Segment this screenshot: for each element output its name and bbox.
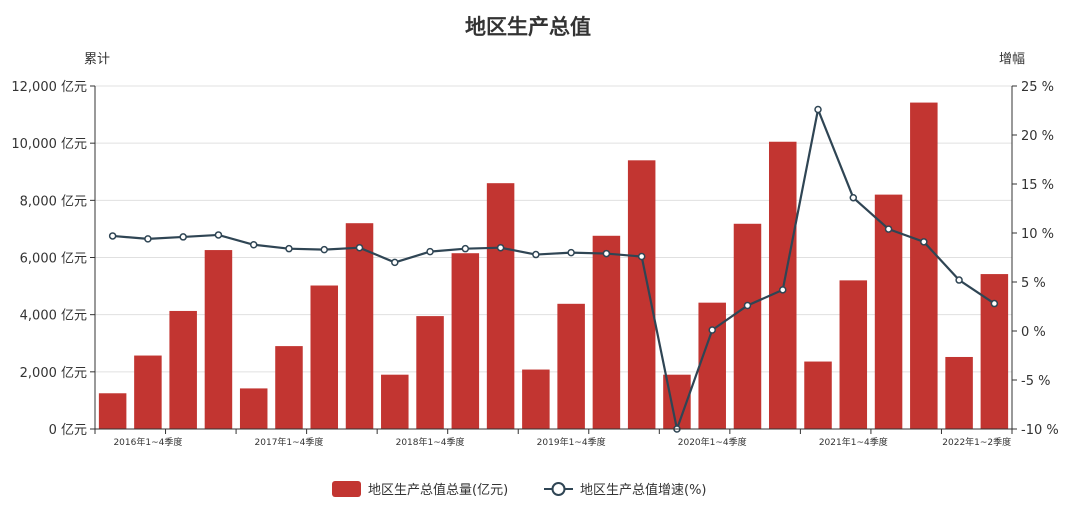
- bar[interactable]: [486, 183, 515, 429]
- bar[interactable]: [239, 388, 268, 429]
- left-tick-label: 12,000 亿元: [11, 80, 87, 95]
- legend-item-line[interactable]: 地区生产总值增速(%): [544, 482, 707, 498]
- left-tick-label: 4,000 亿元: [20, 309, 87, 324]
- right-tick-label: -5 %: [1021, 374, 1050, 389]
- line-point[interactable]: [461, 244, 470, 253]
- line-point[interactable]: [955, 276, 963, 284]
- line-point[interactable]: [814, 105, 822, 114]
- bar[interactable]: [381, 374, 409, 429]
- legend-bar-swatch: [332, 481, 361, 497]
- bar[interactable]: [698, 302, 726, 429]
- right-tick-label: 25 %: [1021, 80, 1054, 95]
- line-point[interactable]: [884, 225, 893, 233]
- x-tick-label: 2022年1~2季度: [942, 436, 1011, 448]
- x-tick-label: 2019年1~4季度: [537, 436, 606, 448]
- line-point[interactable]: [285, 244, 293, 253]
- bar[interactable]: [945, 356, 973, 429]
- line-point[interactable]: [743, 301, 752, 310]
- x-tick-label: 2021年1~4季度: [819, 436, 888, 448]
- axes: 0 亿元 2,000 亿元 4,000 亿元 6,000 亿元 8,000 亿元 10,0…: [11, 80, 1058, 448]
- right-tick-label: -10 %: [1021, 423, 1059, 438]
- right-tick-label: 0 %: [1021, 325, 1046, 340]
- chart-title: 地区生产总值: [465, 15, 591, 39]
- bar-series: [98, 102, 1009, 430]
- bar[interactable]: [733, 223, 762, 429]
- line-point[interactable]: [320, 245, 328, 254]
- bar[interactable]: [557, 303, 585, 429]
- bar[interactable]: [592, 235, 621, 429]
- grid-lines: [95, 85, 1012, 430]
- line-point[interactable]: [708, 326, 716, 334]
- growth-line: [112, 105, 995, 434]
- bar[interactable]: [169, 310, 197, 429]
- bar[interactable]: [522, 369, 550, 429]
- line-point[interactable]: [532, 250, 540, 259]
- line-point[interactable]: [496, 243, 505, 252]
- x-tick-label: 2018年1~4季度: [396, 436, 465, 448]
- line-point[interactable]: [849, 193, 858, 202]
- line-point[interactable]: [920, 238, 928, 246]
- line-point[interactable]: [249, 241, 258, 249]
- bar[interactable]: [416, 316, 444, 429]
- left-tick-label: 6,000 亿元: [20, 252, 87, 267]
- line-series: [108, 105, 999, 434]
- bar[interactable]: [345, 223, 374, 429]
- line-point[interactable]: [602, 249, 611, 258]
- right-axis-name: 增幅: [999, 52, 1025, 67]
- bar[interactable]: [98, 393, 127, 429]
- left-tick-label: 0 亿元: [49, 423, 87, 438]
- legend-line-label: 地区生产总值增速(%): [580, 482, 707, 498]
- bar[interactable]: [451, 253, 480, 429]
- right-tick-label: 15 %: [1021, 178, 1054, 193]
- line-point[interactable]: [214, 231, 223, 239]
- bar[interactable]: [275, 346, 303, 429]
- line-point[interactable]: [990, 299, 999, 308]
- line-point[interactable]: [179, 233, 187, 241]
- x-tick-label: 2020年1~4季度: [678, 436, 747, 448]
- bar[interactable]: [204, 250, 233, 429]
- line-point[interactable]: [637, 252, 646, 261]
- line-point[interactable]: [567, 248, 575, 257]
- line-point[interactable]: [108, 232, 117, 240]
- line-point[interactable]: [779, 286, 787, 294]
- left-tick-label: 8,000 亿元: [20, 194, 87, 209]
- right-tick-label: 5 %: [1021, 276, 1046, 291]
- left-tick-label: 2,000 亿元: [20, 366, 87, 381]
- bar[interactable]: [310, 285, 339, 429]
- bar[interactable]: [627, 160, 656, 430]
- bar[interactable]: [910, 102, 938, 429]
- bar[interactable]: [804, 361, 832, 429]
- line-point[interactable]: [144, 235, 152, 243]
- right-tick-label: 10 %: [1021, 227, 1054, 242]
- legend[interactable]: 地区生产总值总量(亿元) 地区生产总值增速(%): [332, 481, 707, 498]
- x-tick-label: 2016年1~4季度: [113, 436, 182, 448]
- right-tick-label: 20 %: [1021, 129, 1054, 144]
- line-point[interactable]: [391, 258, 399, 267]
- x-tick-label: 2017年1~4季度: [255, 436, 324, 448]
- left-tick-label: 10,000 亿元: [11, 137, 87, 152]
- legend-item-bar[interactable]: 地区生产总值总量(亿元): [332, 481, 508, 498]
- legend-bar-label: 地区生产总值总量(亿元): [368, 482, 508, 498]
- bar[interactable]: [874, 194, 903, 429]
- bar[interactable]: [839, 280, 868, 429]
- left-axis-name: 累计: [84, 52, 110, 67]
- line-point[interactable]: [426, 247, 434, 256]
- legend-line-marker: [551, 482, 566, 496]
- bar[interactable]: [134, 355, 162, 429]
- line-point[interactable]: [355, 243, 364, 252]
